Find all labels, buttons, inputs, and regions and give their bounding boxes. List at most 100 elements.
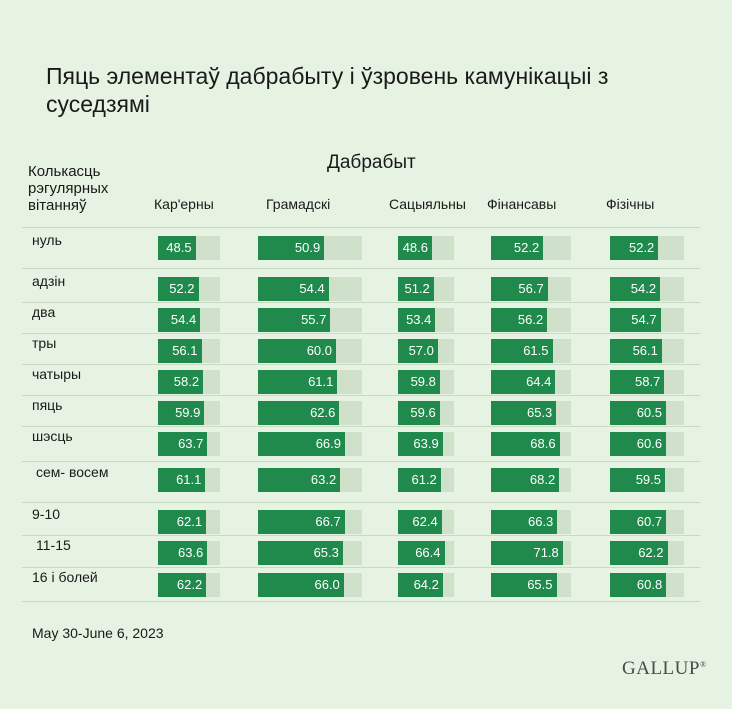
bar-track-physical: 60.5 bbox=[610, 401, 684, 425]
bar-value-label: 63.7 bbox=[178, 436, 204, 451]
bar-social bbox=[398, 541, 445, 565]
bar-value-label: 56.7 bbox=[518, 281, 544, 296]
bar-financial bbox=[491, 308, 548, 332]
bar-value-label: 50.9 bbox=[294, 240, 321, 255]
bar-value-label: 59.6 bbox=[410, 405, 436, 420]
row-divider bbox=[22, 364, 700, 365]
bar-value-label: 63.9 bbox=[413, 436, 439, 451]
bar-track-physical: 54.2 bbox=[610, 277, 684, 301]
bar-value-label: 53.4 bbox=[406, 312, 432, 327]
column-label-community: Грамадскі bbox=[266, 196, 331, 212]
bar-career bbox=[158, 541, 208, 565]
bar-track-financial: 61.5 bbox=[491, 339, 571, 363]
bar-track-community: 63.2 bbox=[258, 468, 362, 492]
bar-value-label: 56.1 bbox=[632, 343, 658, 358]
bar-track-career: 58.2 bbox=[158, 370, 220, 394]
bar-social bbox=[398, 339, 438, 363]
bar-value-label: 54.4 bbox=[170, 312, 197, 327]
bar-track-social: 48.6 bbox=[398, 236, 454, 260]
bar-track-physical: 56.1 bbox=[610, 339, 684, 363]
bar-value-label: 59.5 bbox=[635, 472, 661, 487]
bar-value-label: 60.8 bbox=[636, 577, 663, 592]
bar-value-label: 58.7 bbox=[634, 374, 661, 389]
bar-social bbox=[398, 370, 440, 394]
bar-career bbox=[158, 468, 206, 492]
bar-social bbox=[398, 401, 440, 425]
bar-physical bbox=[610, 370, 665, 394]
bar-financial bbox=[491, 468, 560, 492]
bar-physical bbox=[610, 236, 659, 260]
bar-social bbox=[398, 236, 432, 260]
bar-social bbox=[398, 308, 436, 332]
bar-track-career: 52.2 bbox=[158, 277, 220, 301]
bar-track-career: 63.7 bbox=[158, 432, 220, 456]
bar-track-financial: 65.3 bbox=[491, 401, 571, 425]
bar-community bbox=[258, 541, 343, 565]
bar-track-career: 48.5 bbox=[158, 236, 220, 260]
bar-track-financial: 71.8 bbox=[491, 541, 571, 565]
bar-track-social: 51.2 bbox=[398, 277, 454, 301]
row-divider bbox=[22, 601, 700, 602]
bar-social bbox=[398, 277, 434, 301]
bar-track-community: 66.0 bbox=[258, 573, 362, 597]
bar-value-label: 57.0 bbox=[408, 343, 434, 358]
bar-financial bbox=[491, 236, 544, 260]
bar-community bbox=[258, 370, 338, 394]
bar-value-label: 59.9 bbox=[175, 405, 201, 420]
bar-value-label: 59.8 bbox=[410, 374, 436, 389]
column-label-career: Кар'ерны bbox=[154, 196, 214, 212]
bar-physical bbox=[610, 573, 667, 597]
bar-value-label: 66.3 bbox=[527, 514, 554, 529]
bar-value-label: 52.2 bbox=[513, 240, 540, 255]
bar-track-social: 64.2 bbox=[398, 573, 454, 597]
row-label: 9-10 bbox=[32, 506, 61, 522]
bar-physical bbox=[610, 541, 668, 565]
row-divider bbox=[22, 227, 700, 228]
bar-value-label: 62.4 bbox=[412, 514, 438, 529]
column-label-social: Сацыяльны bbox=[389, 196, 466, 212]
row-label: нуль bbox=[32, 232, 62, 248]
bar-track-community: 55.7 bbox=[258, 308, 362, 332]
bar-track-physical: 59.5 bbox=[610, 468, 684, 492]
bar-track-career: 54.4 bbox=[158, 308, 220, 332]
bar-value-label: 66.4 bbox=[415, 545, 441, 560]
bar-track-physical: 62.2 bbox=[610, 541, 684, 565]
bar-community bbox=[258, 468, 341, 492]
row-divider bbox=[22, 461, 700, 462]
row-divider bbox=[22, 535, 700, 536]
bar-track-career: 61.1 bbox=[158, 468, 220, 492]
bar-track-social: 57.0 bbox=[398, 339, 454, 363]
bar-track-financial: 56.7 bbox=[491, 277, 571, 301]
bar-career bbox=[158, 401, 205, 425]
column-group-title: Дабрабыт bbox=[327, 152, 416, 173]
bar-physical bbox=[610, 277, 661, 301]
row-label: пяць bbox=[32, 397, 63, 413]
bar-financial bbox=[491, 432, 560, 456]
bar-track-physical: 54.7 bbox=[610, 308, 684, 332]
bar-value-label: 62.2 bbox=[176, 577, 203, 592]
bar-track-community: 60.0 bbox=[258, 339, 362, 363]
bar-value-label: 61.1 bbox=[176, 472, 202, 487]
bar-track-community: 65.3 bbox=[258, 541, 362, 565]
bar-value-label: 65.5 bbox=[527, 577, 553, 592]
bar-community bbox=[258, 432, 345, 456]
row-label: сем- восем bbox=[36, 464, 109, 480]
bar-physical bbox=[610, 339, 662, 363]
bar-track-social: 59.8 bbox=[398, 370, 454, 394]
bar-financial bbox=[491, 339, 553, 363]
bar-track-financial: 68.2 bbox=[491, 468, 571, 492]
bar-track-community: 66.9 bbox=[258, 432, 362, 456]
bar-financial bbox=[491, 510, 558, 534]
survey-date: May 30-June 6, 2023 bbox=[32, 625, 164, 641]
bar-track-social: 53.4 bbox=[398, 308, 454, 332]
bar-track-career: 56.1 bbox=[158, 339, 220, 363]
bar-financial bbox=[491, 277, 548, 301]
bar-value-label: 61.5 bbox=[523, 343, 549, 358]
bar-value-label: 68.6 bbox=[530, 436, 556, 451]
row-label: 16 і болей bbox=[32, 569, 98, 585]
bar-track-financial: 65.5 bbox=[491, 573, 571, 597]
bar-value-label: 48.6 bbox=[402, 240, 428, 255]
bar-value-label: 60.6 bbox=[636, 436, 663, 451]
bar-value-label: 68.2 bbox=[529, 472, 556, 487]
bar-career bbox=[158, 308, 201, 332]
